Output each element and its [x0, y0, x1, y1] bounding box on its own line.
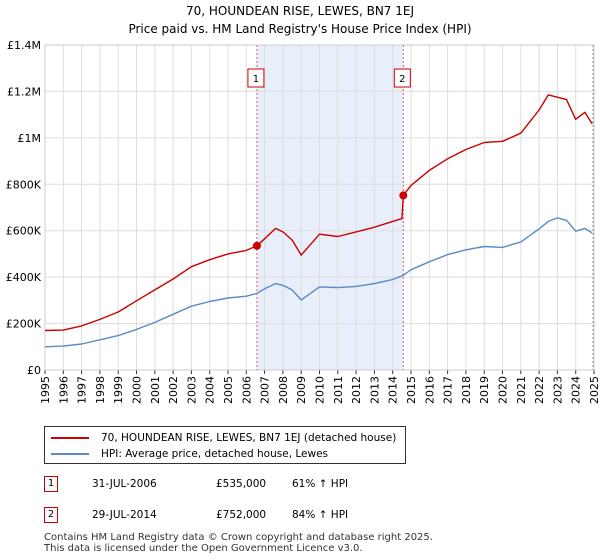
x-tick-label: 2015: [405, 376, 418, 404]
footer: Contains HM Land Registry data © Crown c…: [44, 532, 433, 554]
x-tick-label: 1997: [76, 376, 89, 404]
legend-item-hpi: HPI: Average price, detached house, Lewe…: [51, 446, 328, 462]
shaded-period: [256, 45, 404, 370]
y-tick-label: £800K: [6, 178, 42, 191]
legend-label-property: 70, HOUNDEAN RISE, LEWES, BN7 1EJ (detac…: [101, 432, 397, 444]
chart-canvas: £0 £200K £400K £600K £800K £1M £1.2M £1.4M 1995 1…: [6, 39, 600, 404]
x-tick-label: 2025: [588, 376, 600, 404]
x-tick-label: 2020: [497, 376, 510, 404]
x-tick-label: 2022: [533, 376, 546, 404]
y-tick-label: £1.2M: [7, 85, 41, 98]
x-tick-label: 2023: [551, 376, 564, 404]
y-tick-label: £600K: [6, 225, 42, 238]
sale-date-2: 29-JUL-2014: [92, 509, 157, 521]
y-tick-label: £1M: [18, 132, 42, 145]
sale-hpi-1: 61% ↑ HPI: [292, 478, 349, 490]
x-tick-label: 2016: [423, 376, 436, 404]
x-tick-label: 2008: [277, 376, 290, 404]
sale-marker-label-2: 2: [399, 74, 405, 85]
x-tick-label: 2012: [350, 376, 363, 404]
sale-point-2: [399, 191, 408, 200]
series-line-hpi: [44, 217, 593, 348]
x-tick-label: 2019: [478, 376, 491, 404]
x-tick-label: 2021: [515, 376, 528, 404]
footer-line-1: Contains HM Land Registry data © Crown c…: [44, 532, 433, 543]
x-tick-label: 2011: [332, 376, 345, 404]
x-tick-label: 2004: [204, 376, 217, 404]
x-tick-label: 2013: [368, 376, 381, 404]
sale-marker-label-1: 1: [253, 74, 259, 85]
sale-price-2: £752,000: [216, 509, 267, 521]
chart-subtitle: Price paid vs. HM Land Registry's House …: [128, 22, 472, 36]
sale-marker-box-1: [247, 68, 265, 88]
x-tick-label: 2001: [149, 376, 162, 404]
series-line-property: [44, 94, 593, 332]
sale-date-1: 31-JUL-2006: [92, 478, 157, 490]
y-tick-label: £400K: [6, 271, 42, 284]
x-tick-label: 1999: [112, 376, 125, 404]
plot-frame: [44, 44, 595, 371]
sale-price-1: £535,000: [216, 478, 267, 490]
x-tick-label: 1996: [57, 376, 70, 404]
x-tick-label: 2010: [314, 376, 327, 404]
x-tick-label: 2005: [222, 376, 235, 404]
x-tick-label: 1995: [39, 376, 52, 404]
legend-swatch-property: [51, 437, 89, 439]
x-tick-label: 2007: [259, 376, 272, 404]
x-tick-label: 2006: [240, 376, 253, 404]
legend-item-property: 70, HOUNDEAN RISE, LEWES, BN7 1EJ (detac…: [51, 430, 396, 446]
x-tick-label: 2018: [460, 376, 473, 404]
sale-hpi-2: 84% ↑ HPI: [292, 509, 349, 521]
x-tick-label: 2002: [167, 376, 180, 404]
x-tick-label: 1998: [94, 376, 107, 404]
legend: 70, HOUNDEAN RISE, LEWES, BN7 1EJ (detac…: [44, 426, 406, 464]
sale-point-1: [252, 241, 261, 250]
x-tick-label: 2024: [570, 376, 583, 404]
footer-line-2: This data is licensed under the Open Gov…: [44, 543, 363, 554]
x-tick-label: 2000: [131, 376, 144, 404]
y-tick-label: £0: [27, 364, 41, 377]
y-tick-label: £200K: [6, 318, 42, 331]
sale-badge-2: 2: [44, 507, 58, 523]
sale-badge-1: 1: [44, 476, 58, 492]
x-tick-label: 2003: [185, 376, 198, 404]
y-tick-label: £1.4M: [7, 39, 41, 52]
x-tick-label: 2017: [442, 376, 455, 404]
x-tick-label: 2014: [387, 376, 400, 404]
chart-title: 70, HOUNDEAN RISE, LEWES, BN7 1EJ: [185, 4, 415, 18]
x-tick-label: 2009: [295, 376, 308, 404]
legend-swatch-hpi: [51, 453, 89, 455]
sale-marker-box-2: [393, 68, 411, 88]
legend-label-hpi: HPI: Average price, detached house, Lewe…: [101, 448, 329, 460]
